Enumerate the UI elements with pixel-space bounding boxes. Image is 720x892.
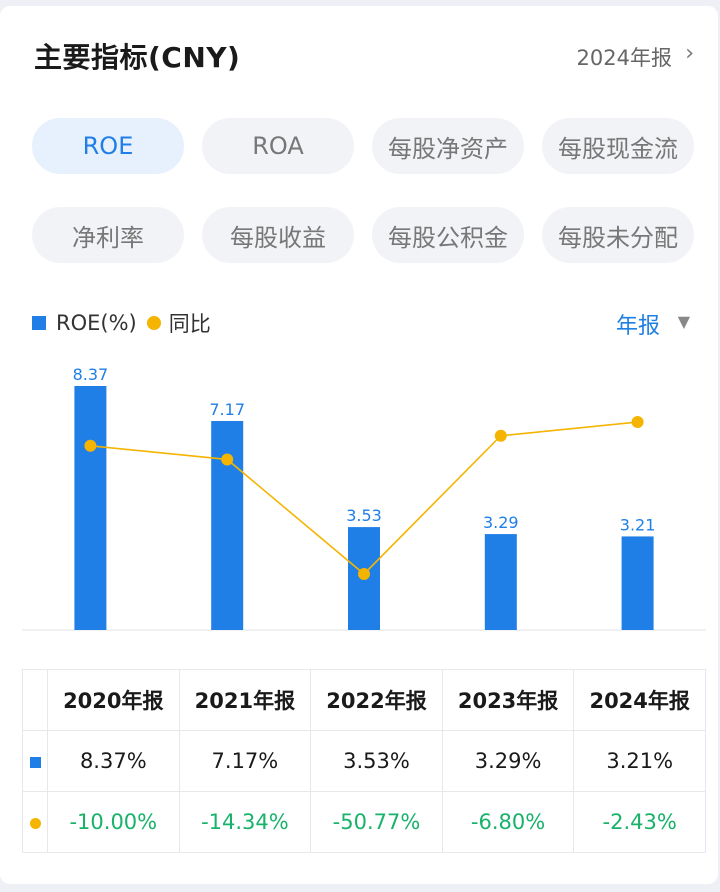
tab-eps[interactable]: 每股收益 bbox=[202, 207, 354, 263]
yoy-cell: -10.00% bbox=[47, 791, 180, 853]
table-header-cell: 2022年报 bbox=[310, 669, 443, 731]
page-title: 主要指标(CNY) bbox=[34, 41, 241, 74]
bar-data-label: 3.53 bbox=[346, 506, 382, 525]
period-select[interactable]: 年报 bbox=[615, 314, 660, 339]
indicator-table: 2020年报 2021年报 2022年报 2023年报 2024年报 8.37%… bbox=[22, 669, 706, 853]
yoy-point[interactable] bbox=[494, 429, 507, 442]
tab-net-margin[interactable]: 净利率 bbox=[32, 207, 184, 263]
bar-data-label: 8.37 bbox=[73, 365, 109, 384]
bar-data-label: 3.29 bbox=[483, 513, 519, 532]
table-row-roe: 8.37% 7.17% 3.53% 3.29% 3.21% bbox=[22, 730, 706, 792]
dropdown-arrow-icon[interactable]: ▼ bbox=[677, 312, 690, 331]
line-legend-label: 同比 bbox=[168, 312, 211, 336]
table-corner-cell bbox=[22, 669, 48, 731]
table-header-cell: 2020年报 bbox=[47, 669, 180, 731]
chart-legend: ROE(%) 同比 bbox=[32, 308, 211, 338]
roe-bar[interactable] bbox=[484, 534, 517, 630]
dot-marker-icon bbox=[29, 818, 41, 829]
roe-cell: 3.53% bbox=[310, 730, 443, 792]
roe-row-marker bbox=[22, 730, 48, 792]
table-header-cell: 2023年报 bbox=[441, 669, 575, 731]
tab-cashflow-per-share[interactable]: 每股现金流 bbox=[542, 118, 694, 174]
tab-roa[interactable]: ROA bbox=[202, 118, 354, 174]
yoy-point[interactable] bbox=[358, 568, 370, 580]
tab-undistributed-per-share[interactable]: 每股未分配 bbox=[542, 207, 694, 263]
yoy-point[interactable] bbox=[631, 416, 644, 428]
roe-bar[interactable] bbox=[621, 536, 654, 630]
bar-data-label: 3.21 bbox=[620, 515, 656, 534]
roe-chart: 8.37 7.17 3.53 3.29 3.21 bbox=[22, 365, 706, 631]
yoy-row-marker bbox=[22, 791, 48, 853]
table-header-cell: 2024年报 bbox=[573, 669, 706, 731]
yoy-cell: -14.34% bbox=[178, 791, 312, 853]
chevron-right-icon[interactable]: › bbox=[685, 41, 694, 66]
roe-bar[interactable] bbox=[211, 420, 244, 630]
bar-legend-marker bbox=[32, 316, 46, 330]
yoy-cell: -2.43% bbox=[573, 791, 706, 853]
roe-cell: 7.17% bbox=[178, 730, 312, 792]
yoy-point[interactable] bbox=[221, 453, 234, 466]
roe-bar[interactable] bbox=[74, 386, 107, 630]
roe-cell: 3.21% bbox=[573, 730, 706, 792]
roe-cell: 8.37% bbox=[47, 730, 180, 792]
report-period-link[interactable]: 2024年报 bbox=[576, 46, 672, 70]
roe-cell: 3.29% bbox=[441, 730, 575, 792]
bar-legend-label: ROE(%) bbox=[56, 311, 137, 335]
yoy-point[interactable] bbox=[84, 439, 97, 452]
bar-data-label: 7.17 bbox=[209, 400, 245, 419]
yoy-cell: -6.80% bbox=[441, 791, 575, 853]
tab-roe[interactable]: ROE bbox=[32, 118, 184, 174]
yoy-cell: -50.77% bbox=[310, 791, 443, 853]
tab-reserve-per-share[interactable]: 每股公积金 bbox=[372, 207, 524, 263]
table-header-row: 2020年报 2021年报 2022年报 2023年报 2024年报 bbox=[22, 669, 706, 731]
table-row-yoy: -10.00% -14.34% -50.77% -6.80% -2.43% bbox=[22, 791, 706, 853]
line-legend-marker bbox=[146, 316, 161, 330]
table-header-cell: 2021年报 bbox=[178, 669, 312, 731]
bar-marker-icon bbox=[29, 757, 41, 768]
tab-net-asset-per-share[interactable]: 每股净资产 bbox=[372, 118, 524, 174]
